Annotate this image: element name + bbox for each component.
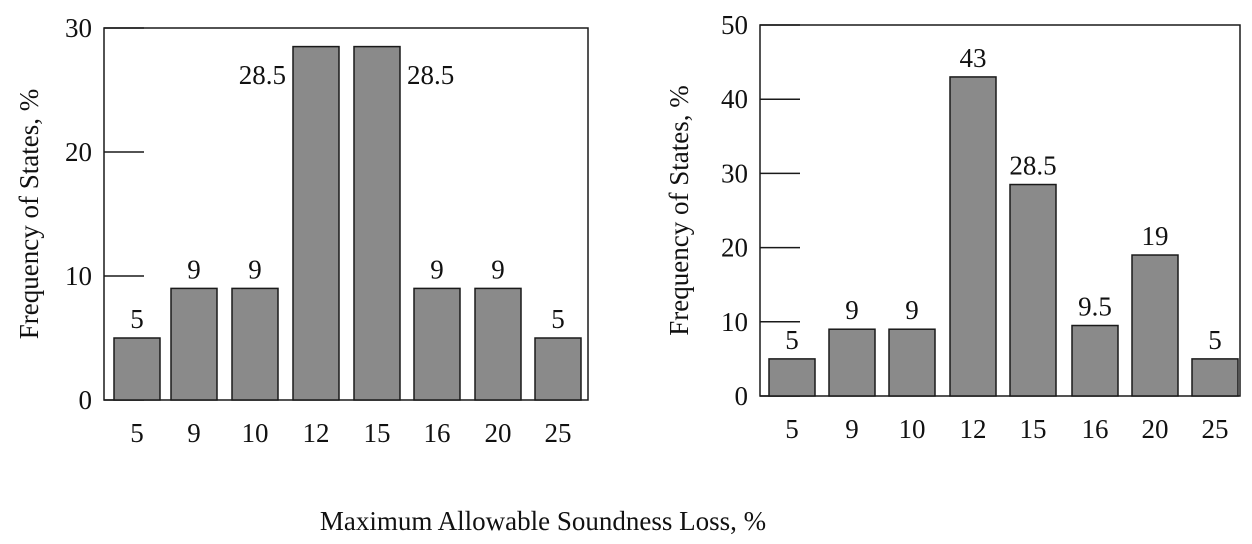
chart-left: 0 10 20 30 5 5 9 9 9 10 28.5 12 28.5 15 9 16 9 20 5 25 Frequ… <box>14 13 589 448</box>
x-tick-label: 16 <box>424 418 451 448</box>
bar-value-label: 28.5 <box>1009 151 1056 181</box>
x-tick-label: 25 <box>545 418 572 448</box>
bar <box>534 337 582 401</box>
bar <box>768 358 816 397</box>
bar-value-label: 43 <box>960 43 987 73</box>
chart-right: 0 10 20 30 40 50 5 5 9 9 9 10 43 12 28.5 15 9.5 16 19 20 5 25… <box>664 10 1241 444</box>
x-tick-label: 20 <box>485 418 512 448</box>
y-tick-label: 10 <box>721 307 748 337</box>
x-tick-label: 16 <box>1082 414 1109 444</box>
plot-frame <box>103 27 589 401</box>
x-tick-label: 10 <box>899 414 926 444</box>
bar <box>828 328 876 397</box>
bar-value-label: 5 <box>1208 325 1222 355</box>
y-tick-label: 0 <box>735 381 749 411</box>
bar-value-label: 9 <box>845 295 859 325</box>
x-tick-label: 5 <box>785 414 799 444</box>
bar-value-label: 9 <box>187 254 201 284</box>
bar <box>1191 358 1239 397</box>
shared-x-axis-title: Maximum Allowable Soundness Loss, % <box>320 506 766 536</box>
x-tick-label: 25 <box>1202 414 1229 444</box>
y-tick-label: 30 <box>721 158 748 188</box>
y-tick-label: 10 <box>65 261 92 291</box>
x-tick-label: 12 <box>303 418 330 448</box>
bar-value-label: 5 <box>785 325 799 355</box>
bar-value-label: 9 <box>430 254 444 284</box>
bar <box>888 328 936 397</box>
bar-value-label: 9 <box>905 295 919 325</box>
x-tick-label: 15 <box>1020 414 1047 444</box>
y-tick-label: 20 <box>721 233 748 263</box>
bar-value-label: 5 <box>551 304 565 334</box>
plot-frame <box>759 24 1241 397</box>
x-tick-label: 20 <box>1142 414 1169 444</box>
bar <box>413 287 461 401</box>
bar <box>1071 324 1119 397</box>
bar-value-label: 28.5 <box>239 60 286 90</box>
bar <box>231 287 279 401</box>
y-tick-label: 30 <box>65 13 92 43</box>
bar <box>1009 183 1057 397</box>
bar <box>113 337 161 401</box>
bar-value-label: 28.5 <box>407 60 454 90</box>
bar-value-label: 9.5 <box>1078 292 1112 322</box>
y-tick-label: 50 <box>721 10 748 40</box>
y-axis-title: Frequency of States, % <box>14 89 44 339</box>
bar-value-label: 5 <box>130 304 144 334</box>
y-tick-label: 0 <box>79 385 93 415</box>
x-tick-label: 10 <box>242 418 269 448</box>
bar <box>170 287 218 401</box>
bar-value-label: 9 <box>491 254 505 284</box>
bar <box>353 45 401 401</box>
x-tick-label: 9 <box>845 414 859 444</box>
x-tick-label: 5 <box>130 418 144 448</box>
bar <box>292 45 340 401</box>
bar-value-label: 9 <box>248 254 262 284</box>
bar <box>949 76 997 397</box>
y-axis-title: Frequency of States, % <box>664 85 694 335</box>
x-tick-label: 15 <box>364 418 391 448</box>
x-tick-label: 12 <box>960 414 987 444</box>
y-tick-label: 20 <box>65 137 92 167</box>
bar-value-label: 19 <box>1142 221 1169 251</box>
y-tick-label: 40 <box>721 84 748 114</box>
x-tick-label: 9 <box>187 418 201 448</box>
bar <box>1131 254 1179 397</box>
bar <box>474 287 522 401</box>
